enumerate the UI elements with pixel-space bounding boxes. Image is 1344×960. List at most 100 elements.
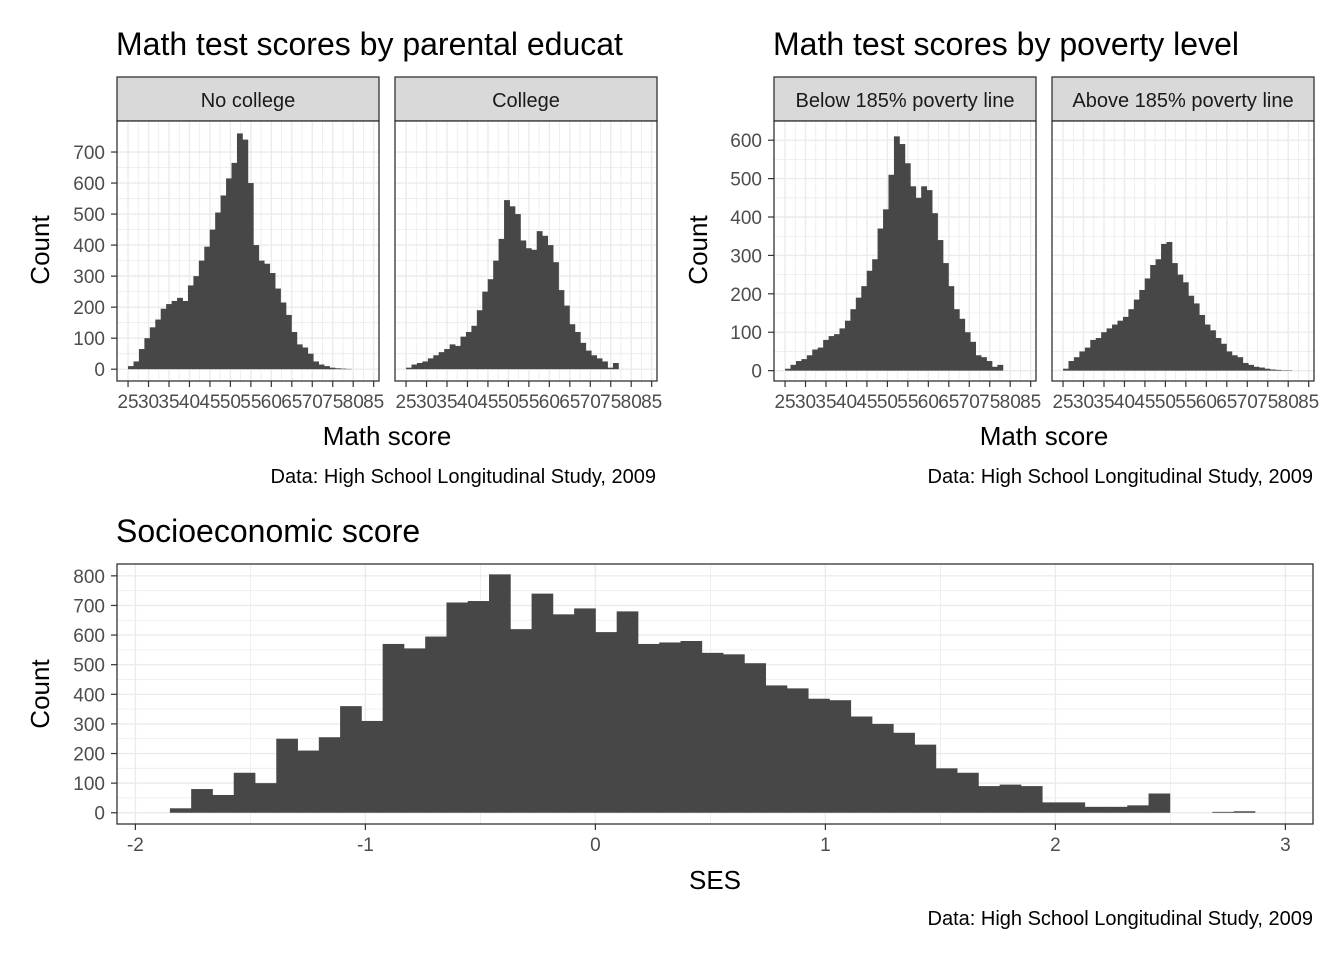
histogram-bar bbox=[212, 794, 235, 813]
histogram-bar bbox=[318, 364, 325, 370]
histogram-bar bbox=[198, 260, 205, 370]
x-tick-label: 30 bbox=[416, 392, 437, 413]
histogram-bar bbox=[1212, 811, 1235, 813]
x-tick-label: 0 bbox=[590, 835, 601, 856]
chart-title: Math test scores by parental educat bbox=[116, 26, 623, 62]
histogram-bar bbox=[785, 368, 791, 371]
histogram-bar bbox=[1127, 805, 1149, 813]
x-tick-label: 80 bbox=[1000, 392, 1021, 413]
histogram-bar bbox=[1042, 802, 1064, 813]
histogram-bar bbox=[487, 279, 494, 370]
histogram-bar bbox=[247, 183, 254, 370]
x-tick-label: 65 bbox=[1216, 392, 1237, 413]
x-tick-label: 80 bbox=[621, 392, 642, 413]
histogram-bar bbox=[520, 240, 527, 370]
histogram-bar bbox=[1068, 361, 1075, 371]
histogram-bar bbox=[612, 363, 619, 370]
histogram-bar bbox=[433, 355, 440, 370]
strip-label: College bbox=[492, 90, 560, 112]
plot-panel: 25 30 35 40 45 50 55 60 65 70 75 80 85 0 100 200 300 400 5… bbox=[73, 120, 384, 413]
histogram-bar bbox=[850, 309, 857, 371]
histogram-bar bbox=[204, 246, 211, 370]
histogram-bar bbox=[509, 206, 516, 370]
histogram-bar bbox=[855, 297, 862, 371]
histogram-bar bbox=[602, 361, 608, 370]
histogram-bar bbox=[296, 344, 303, 370]
histogram-bar bbox=[1188, 295, 1195, 371]
histogram-bar bbox=[839, 328, 846, 371]
y-axis-title: Count bbox=[683, 215, 713, 285]
x-tick-label: 60 bbox=[1196, 392, 1217, 413]
x-tick-label: 50 bbox=[877, 392, 898, 413]
y-axis-title: Count bbox=[25, 215, 55, 285]
y-tick-label: 0 bbox=[94, 804, 105, 825]
histogram-bar bbox=[324, 366, 330, 370]
x-tick-label: 55 bbox=[1175, 392, 1196, 413]
x-axis-title: SES bbox=[689, 865, 741, 895]
histogram-bar bbox=[877, 228, 884, 371]
histogram-bar bbox=[446, 602, 469, 813]
x-tick-label: 25 bbox=[117, 392, 138, 413]
histogram-bar bbox=[806, 355, 813, 371]
strip-label: No college bbox=[201, 90, 296, 112]
y-tick-label: 500 bbox=[730, 170, 762, 191]
histogram-bar bbox=[455, 345, 461, 370]
histogram-bar bbox=[981, 357, 987, 371]
y-tick-label: 0 bbox=[751, 362, 762, 383]
histogram-bar bbox=[914, 744, 937, 813]
plot-panel: 25 30 35 40 45 50 55 60 65 70 75 80 85 bbox=[1051, 120, 1319, 413]
y-tick-label: 100 bbox=[73, 329, 105, 350]
x-tick-label: 25 bbox=[774, 392, 795, 413]
histogram-bar bbox=[957, 772, 979, 813]
histogram-bar bbox=[866, 270, 873, 371]
histogram-bar bbox=[812, 349, 819, 371]
histogram-bar bbox=[128, 366, 134, 370]
histogram-bar bbox=[986, 361, 993, 371]
histogram-bar bbox=[1161, 243, 1167, 371]
x-tick-label: 50 bbox=[1155, 392, 1176, 413]
facet-below-poverty: Below 185% poverty line bbox=[773, 76, 1037, 122]
histogram-bar bbox=[616, 611, 639, 813]
histogram-bar bbox=[525, 248, 532, 370]
histogram-bar bbox=[591, 355, 598, 370]
histogram-bar bbox=[1253, 366, 1260, 371]
histogram-bar bbox=[233, 772, 256, 813]
histogram-bar bbox=[829, 700, 852, 813]
histogram-bar bbox=[422, 361, 429, 370]
x-tick-label: 50 bbox=[220, 392, 241, 413]
histogram-bar bbox=[160, 308, 167, 370]
x-tick-label: 70 bbox=[1237, 392, 1258, 413]
histogram-bar bbox=[318, 737, 341, 813]
histogram-bar bbox=[1215, 337, 1222, 371]
histogram-bar bbox=[334, 368, 341, 370]
x-tick-label: 35 bbox=[815, 392, 836, 413]
y-tick-label: 400 bbox=[730, 208, 762, 229]
plot-panel: 25 30 35 40 45 50 55 60 65 70 75 80 85 0 100 200 300 400 5… bbox=[730, 120, 1041, 413]
histogram-bar bbox=[585, 350, 592, 370]
histogram-bar bbox=[1264, 368, 1271, 371]
histogram-bar bbox=[701, 652, 724, 813]
histogram-bar bbox=[991, 366, 998, 371]
histogram-bar bbox=[659, 642, 681, 813]
histogram-bar bbox=[1199, 314, 1206, 371]
histogram-bar bbox=[531, 249, 538, 370]
histogram-bar bbox=[637, 643, 660, 813]
histogram-bar bbox=[220, 195, 227, 370]
x-tick-label: 35 bbox=[158, 392, 179, 413]
histogram-bar bbox=[269, 273, 276, 370]
histogram-bar bbox=[580, 342, 587, 370]
histogram-bar bbox=[329, 367, 336, 370]
histogram-bar bbox=[975, 355, 982, 371]
plot-panel: -2 -1 0 1 2 3 0 100 200 300 400 500 600 700 800 bbox=[73, 563, 1314, 856]
x-tick-label: 85 bbox=[1020, 392, 1041, 413]
histogram-bar bbox=[596, 358, 603, 370]
x-tick-label: 45 bbox=[199, 392, 220, 413]
y-tick-label: 600 bbox=[73, 626, 105, 647]
histogram-bar bbox=[285, 314, 292, 370]
y-tick-label: 300 bbox=[73, 715, 105, 736]
histogram-bar bbox=[231, 162, 238, 370]
histogram-bar bbox=[449, 344, 456, 370]
histogram-bar bbox=[1084, 347, 1091, 371]
histogram-bar bbox=[467, 601, 490, 813]
strip bbox=[773, 76, 1037, 122]
